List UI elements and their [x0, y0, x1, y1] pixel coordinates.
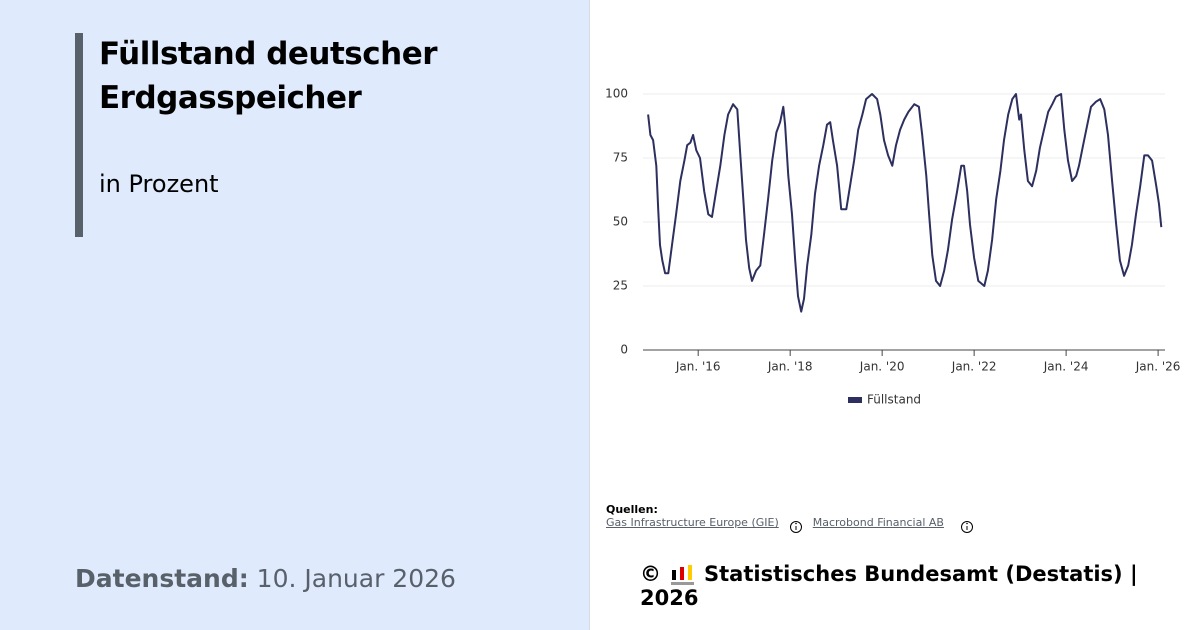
y-tick-label: 25	[613, 279, 628, 293]
x-tick-label: Jan. '16	[675, 360, 721, 374]
y-tick-label: 0	[620, 343, 628, 357]
x-tick-label: Jan. '26	[1135, 360, 1181, 374]
logo	[671, 565, 694, 585]
legend-label: Füllstand	[867, 393, 921, 407]
copyright-sign: ©	[640, 562, 661, 586]
sources-label: Quellen:	[606, 503, 658, 516]
legend-swatch	[848, 397, 862, 403]
x-tick-label: Jan. '22	[951, 360, 997, 374]
date-label: Datenstand:	[75, 564, 249, 593]
y-tick-label: 50	[613, 215, 628, 229]
x-tick-label: Jan. '24	[1043, 360, 1089, 374]
y-tick-label: 75	[613, 151, 628, 165]
x-tick-label: Jan. '20	[859, 360, 905, 374]
info-icon[interactable]	[790, 521, 802, 533]
x-tick-label: Jan. '18	[767, 360, 813, 374]
date: 10. Januar 2026	[256, 564, 456, 593]
data-date: Datenstand: 10. Januar 2026	[75, 564, 456, 593]
source-link[interactable]: Macrobond Financial AB	[812, 516, 944, 529]
publisher: Statistisches Bundesamt (Destatis) | 202…	[640, 562, 1138, 610]
subtitle: in Prozent	[99, 170, 219, 198]
sources: Quellen: Gas Infrastructure Europe (GIE)…	[606, 503, 978, 529]
info-panel	[0, 0, 590, 630]
copyright: © Statistisches Bundesamt (Destatis) | 20…	[640, 562, 1203, 610]
accent-bar	[75, 33, 83, 237]
title: Füllstand deutscher Erdgasspeicher	[99, 36, 438, 116]
info-icon[interactable]	[961, 521, 973, 533]
data-line	[647, 93, 1163, 313]
source-link[interactable]: Gas Infrastructure Europe (GIE)	[606, 516, 779, 529]
y-tick-label: 100	[605, 87, 628, 101]
